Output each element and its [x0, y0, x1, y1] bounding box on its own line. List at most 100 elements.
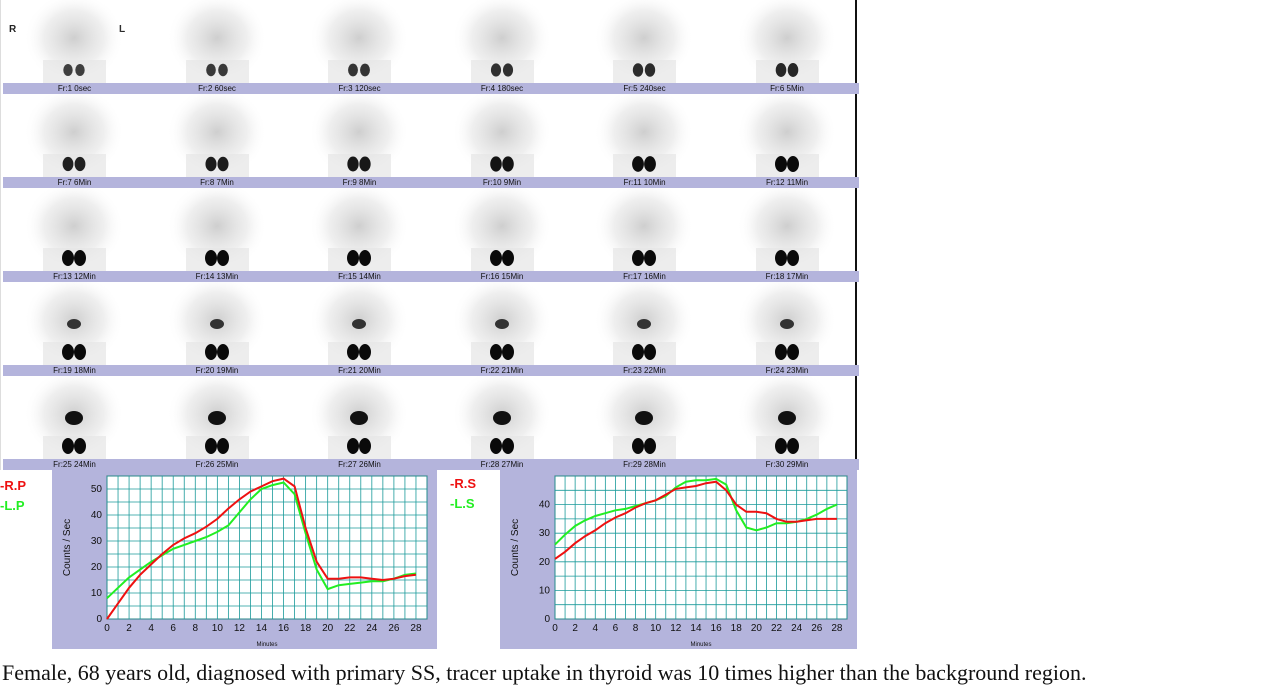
scan-image [24, 282, 124, 365]
time-activity-curves: -R.P -L.P 0 2 4 6 8 10 12 14 16 18 20 22 24 26 28 0 10 20… [0, 470, 857, 649]
x-tick-label: 12 [234, 623, 246, 634]
frame-label: Fr:2 60sec [145, 83, 289, 94]
frame-label: Fr:24 23Min [715, 365, 859, 376]
legend-left-submandibular: -L.S [450, 496, 475, 511]
frame-tile: Fr:3 120sec [288, 0, 431, 94]
y-tick-label: 20 [539, 557, 551, 568]
x-axis-label: Minutes [690, 642, 711, 648]
legend-right-parotid: -R.P [0, 478, 26, 493]
parotid-chart: 0 2 4 6 8 10 12 14 16 18 20 22 24 26 28 0 10 20 30 40 50 Minu… [52, 470, 437, 649]
frame-label: Fr:11 10Min [573, 177, 716, 188]
x-tick-label: 28 [410, 623, 422, 634]
frame-label: Fr:3 120sec [288, 83, 431, 94]
frame-label: Fr:28 27Min [430, 459, 574, 470]
y-tick-label: 40 [539, 500, 551, 511]
scan-image [166, 0, 267, 83]
y-tick-label: 20 [91, 562, 103, 573]
scan-image [594, 282, 694, 365]
parotid-chart-svg: 0 2 4 6 8 10 12 14 16 18 20 22 24 26 2801020304050Minu… [62, 475, 428, 648]
scan-image [24, 188, 124, 271]
frame-label: Fr:10 9Min [430, 177, 574, 188]
scan-image [736, 0, 837, 83]
frame-tile: Fr:6 5Min [715, 0, 859, 94]
frame-label: Fr:9 8Min [288, 177, 431, 188]
frame-tile: Fr:25 24Min [3, 376, 146, 470]
scan-image [594, 376, 694, 459]
x-tick-label: 2 [126, 623, 132, 634]
y-tick-label: 40 [91, 510, 103, 521]
frame-label: Fr:18 17Min [715, 271, 859, 282]
frame-tile: Fr:2 60sec [145, 0, 289, 94]
x-tick-label: 16 [278, 623, 290, 634]
frame-tile: Fr:13 12Min [3, 188, 146, 282]
x-tick-label: 22 [344, 623, 356, 634]
scan-image [451, 94, 552, 177]
scan-image [309, 376, 409, 459]
frame-label: Fr:14 13Min [145, 271, 289, 282]
x-tick-label: 6 [613, 623, 619, 634]
frame-tile: Fr:11 10Min [573, 94, 716, 188]
scan-image [309, 188, 409, 271]
frame-tile: Fr:14 13Min [145, 188, 289, 282]
series-line [554, 480, 837, 560]
submandibular-chart: 0 2 4 6 8 10 12 14 16 18 20 22 24 26 28 0 10 20 30 40 Minute… [500, 470, 857, 649]
x-tick-label: 24 [791, 623, 803, 634]
frame-label: Fr:6 5Min [715, 83, 859, 94]
x-tick-label: 28 [831, 623, 843, 634]
scan-image [24, 376, 124, 459]
frame-tile: Fr:18 17Min [715, 188, 859, 282]
scan-image [309, 94, 409, 177]
frame-label: Fr:13 12Min [3, 271, 146, 282]
frame-tile: Fr:4 180sec [430, 0, 574, 94]
x-tick-label: 18 [300, 623, 312, 634]
scan-image [451, 282, 552, 365]
frame-label: Fr:4 180sec [430, 83, 574, 94]
orientation-right-label: R [9, 24, 17, 35]
frame-label: Fr:20 19Min [145, 365, 289, 376]
frame-tile: Fr:29 28Min [573, 376, 716, 470]
scan-image [451, 376, 552, 459]
scan-image [736, 188, 837, 271]
frame-label: Fr:17 16Min [573, 271, 716, 282]
x-tick-label: 4 [592, 623, 598, 634]
scan-image [166, 188, 267, 271]
x-tick-label: 4 [148, 623, 154, 634]
frame-label: Fr:22 21Min [430, 365, 574, 376]
y-tick-label: 50 [91, 484, 103, 495]
frame-tile: Fr:27 26Min [288, 376, 431, 470]
scan-image [736, 94, 837, 177]
x-tick-label: 26 [811, 623, 823, 634]
x-tick-label: 0 [104, 623, 110, 634]
frame-label: Fr:26 25Min [145, 459, 289, 470]
frame-tile: Fr:28 27Min [430, 376, 574, 470]
x-tick-label: 24 [366, 623, 378, 634]
frame-tile: Fr:17 16Min [573, 188, 716, 282]
frame-label: Fr:1 0sec [3, 83, 146, 94]
x-tick-label: 20 [322, 623, 334, 634]
x-tick-label: 10 [212, 623, 224, 634]
y-tick-label: 10 [539, 585, 551, 596]
scan-image [451, 0, 552, 83]
scan-image [594, 188, 694, 271]
y-tick-label: 10 [91, 588, 103, 599]
frame-tile: Fr:26 25Min [145, 376, 289, 470]
legend-right-submandibular: -R.S [450, 476, 476, 491]
frame-label: Fr:8 7Min [145, 177, 289, 188]
frame-label: Fr:29 28Min [573, 459, 716, 470]
frame-tile: Fr:24 23Min [715, 282, 859, 376]
y-tick-label: 30 [91, 536, 103, 547]
scan-image [166, 282, 267, 365]
scan-image [736, 282, 837, 365]
frame-label: Fr:30 29Min [715, 459, 859, 470]
frame-tile: Fr:15 14Min [288, 188, 431, 282]
frame-tile: Fr:12 11Min [715, 94, 859, 188]
frame-label: Fr:5 240sec [573, 83, 716, 94]
frame-tile: Fr:10 9Min [430, 94, 574, 188]
frame-tile: Fr:5 240sec [573, 0, 716, 94]
scan-image [451, 188, 552, 271]
scan-image [594, 94, 694, 177]
frame-label: Fr:16 15Min [430, 271, 574, 282]
frame-tile: Fr:20 19Min [145, 282, 289, 376]
frame-tile: Fr:1 0sec [3, 0, 146, 94]
